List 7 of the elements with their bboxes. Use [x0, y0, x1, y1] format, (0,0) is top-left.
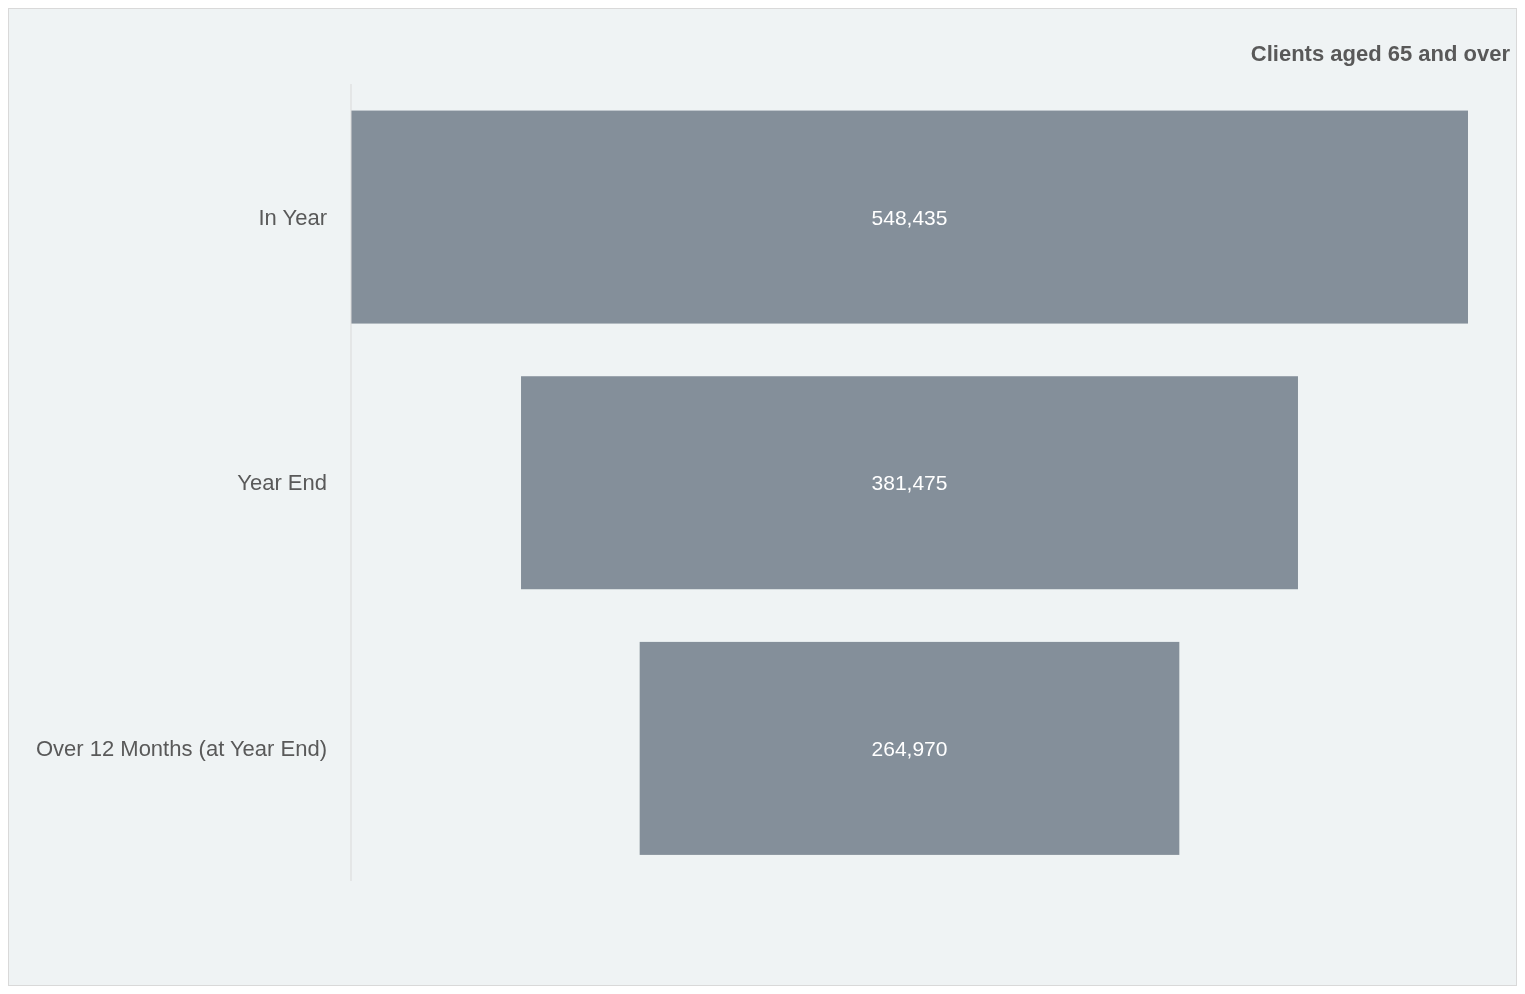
data-label: 264,970 [871, 736, 948, 760]
data-label: 548,435 [871, 205, 948, 229]
category-label: Year End [237, 470, 327, 496]
text: Clients aged 65 and over [1250, 41, 1510, 67]
category-label: In Year [258, 204, 327, 230]
category-label: Over 12 Months (at Year End) [35, 735, 327, 761]
data-label: 381,475 [871, 471, 948, 495]
